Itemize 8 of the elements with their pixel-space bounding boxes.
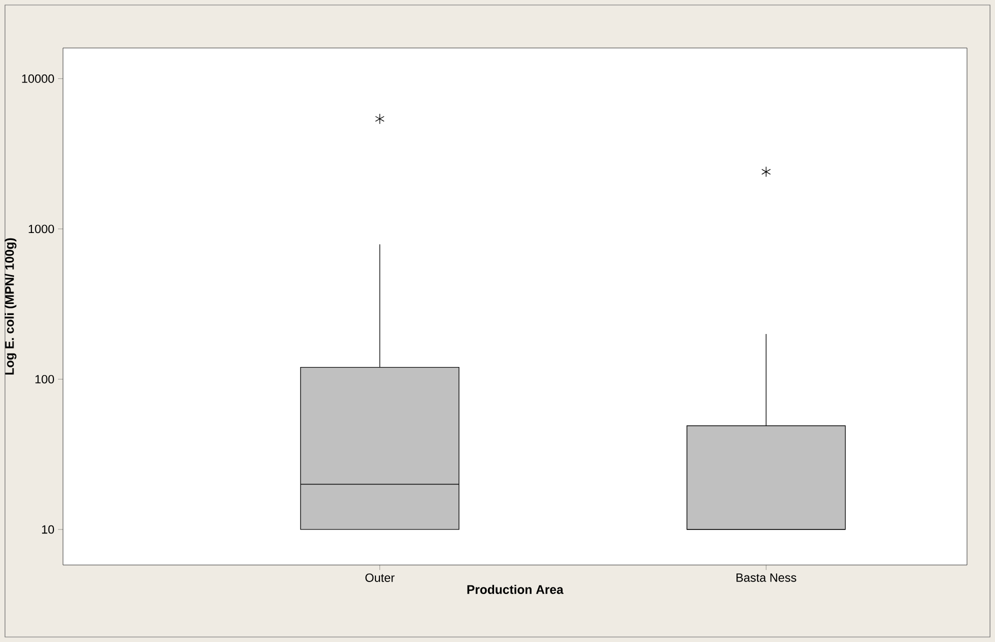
y-axis-title: Log E. coli (MPN/ 100g)	[4, 238, 16, 375]
y-tick-label: 10	[42, 525, 54, 534]
y-tick-label: 100	[35, 374, 54, 384]
x-tick-label: Basta Ness	[736, 574, 796, 582]
x-tick-label: Outer	[365, 574, 395, 582]
y-tick-label: 10000	[22, 74, 54, 83]
x-axis-title: Production Area	[467, 584, 564, 594]
y-tick-label: 1000	[28, 224, 54, 234]
